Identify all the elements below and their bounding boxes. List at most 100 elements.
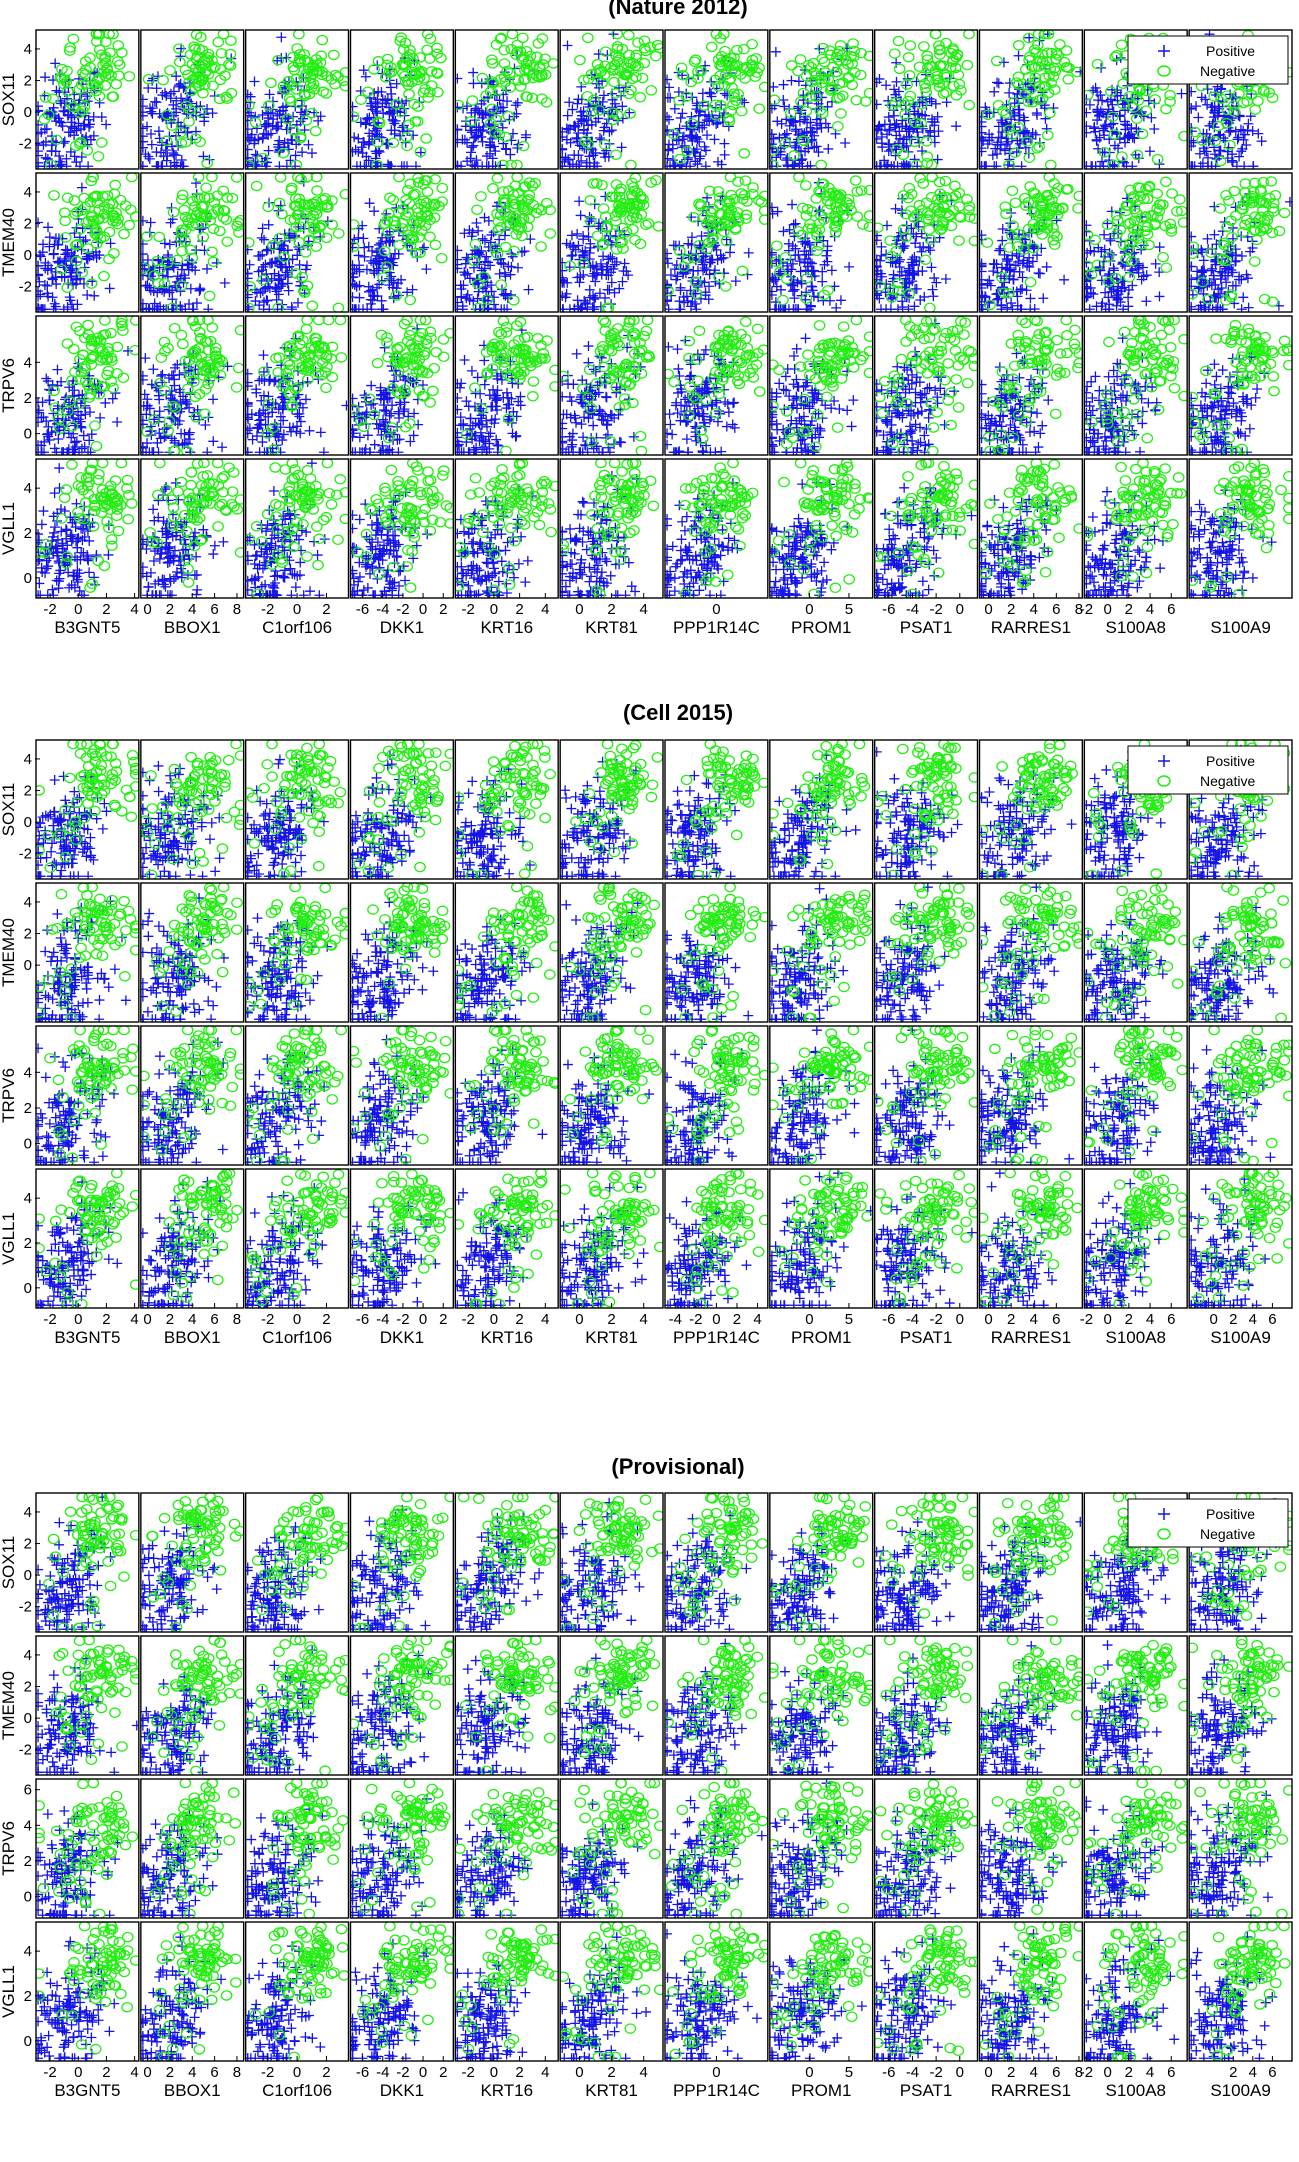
positive-point [806, 281, 817, 292]
positive-point [586, 119, 597, 130]
negative-point [920, 213, 933, 225]
positive-point [271, 121, 282, 132]
positive-point [140, 161, 148, 169]
negative-point [779, 251, 792, 263]
scatter-cell [35, 172, 140, 313]
positive-point [1105, 161, 1115, 169]
negative-point [921, 50, 934, 62]
positive-point [506, 261, 517, 272]
positive-point [900, 273, 911, 284]
negative-point [720, 235, 733, 247]
negative-point [290, 159, 303, 169]
negative-point [746, 54, 759, 66]
positive-point [570, 244, 581, 255]
negative-point [1024, 277, 1037, 288]
negative-point [1027, 242, 1040, 254]
positive-point [893, 138, 904, 149]
positive-point [881, 279, 892, 290]
positive-point [918, 241, 929, 252]
negative-point [913, 219, 926, 231]
negative-point [310, 241, 323, 252]
negative-point [596, 77, 608, 88]
positive-point [395, 130, 406, 141]
positive-point [590, 276, 601, 287]
negative-point [817, 42, 829, 54]
positive-point [909, 301, 920, 312]
negative-point [630, 52, 642, 64]
negative-point [1249, 104, 1262, 115]
positive-point [819, 259, 830, 270]
positive-point [494, 268, 505, 279]
negative-point [420, 133, 432, 144]
cell-frame [1188, 29, 1293, 170]
positive-point [890, 258, 901, 269]
positive-point [589, 268, 600, 279]
positive-point [455, 102, 463, 113]
negative-point [421, 44, 434, 55]
negative-point [498, 58, 511, 69]
negative-point [623, 49, 636, 61]
negative-point [276, 208, 288, 220]
positive-point [571, 161, 582, 169]
negative-point [1220, 189, 1232, 201]
positive-point [697, 256, 708, 267]
negative-point [1034, 208, 1047, 219]
negative-point [215, 48, 228, 59]
negative-point [308, 222, 321, 233]
negative-point [91, 197, 104, 209]
negative-point [616, 236, 628, 248]
positive-point [951, 121, 962, 132]
cell-frame [140, 172, 245, 313]
positive-point [979, 111, 987, 122]
positive-point [1236, 146, 1247, 157]
positive-point [566, 251, 577, 262]
positive-point [600, 292, 611, 303]
negative-point [897, 149, 910, 161]
positive-point [807, 285, 818, 296]
negative-point [486, 103, 498, 114]
positive-point [702, 130, 713, 141]
positive-point [572, 228, 583, 239]
positive-point [932, 154, 943, 165]
positive-point [101, 119, 112, 130]
positive-point [472, 245, 483, 256]
positive-point [455, 245, 463, 256]
scatter-cell [349, 29, 455, 170]
positive-point [472, 257, 483, 268]
positive-point [1004, 154, 1015, 165]
positive-point [512, 97, 523, 108]
positive-point [202, 263, 213, 274]
positive-point [894, 126, 905, 137]
positive-point [384, 273, 395, 284]
y-tick-label: 0 [24, 104, 32, 121]
negative-point [610, 179, 623, 190]
positive-point [1236, 304, 1247, 312]
negative-point [1109, 51, 1122, 63]
positive-point [251, 287, 262, 298]
negative-point [93, 72, 106, 84]
negative-point [316, 66, 329, 78]
positive-point [677, 108, 688, 119]
positive-point [796, 275, 807, 286]
negative-point [371, 159, 383, 169]
negative-point [304, 72, 317, 84]
positive-point [597, 96, 608, 107]
scatter-cell [559, 172, 664, 313]
y-tick-label: 4 [24, 184, 32, 201]
negative-point [90, 85, 103, 97]
negative-point [732, 88, 745, 100]
negative-point [381, 59, 393, 70]
positive-point [456, 283, 467, 294]
negative-point [863, 210, 873, 221]
positive-point [1084, 161, 1092, 169]
positive-point [1253, 128, 1264, 139]
positive-point [912, 161, 923, 169]
negative-point [402, 225, 415, 236]
positive-point [363, 241, 374, 252]
negative-point [536, 33, 549, 44]
cell-frame [664, 172, 769, 313]
positive-point [881, 80, 892, 91]
negative-point [803, 91, 816, 102]
positive-point [472, 161, 483, 169]
negative-point [393, 173, 405, 183]
